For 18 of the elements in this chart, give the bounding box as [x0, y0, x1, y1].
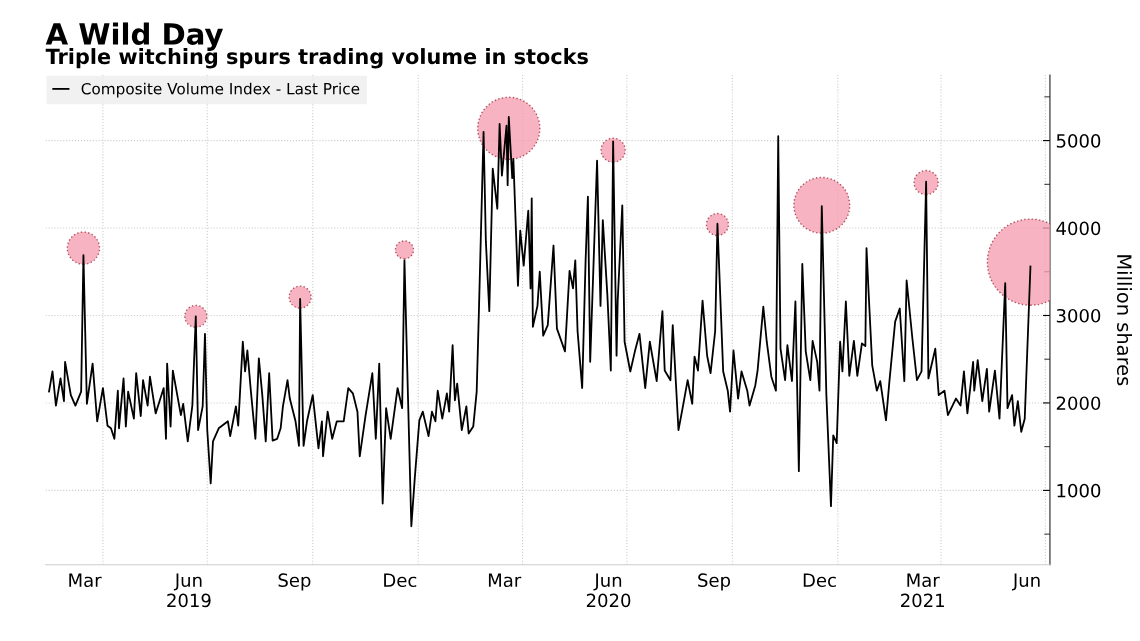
y-tick-label: 2000	[1056, 396, 1101, 411]
y-tick-label: 5000	[1056, 134, 1101, 148]
y-axis-title: Million shares	[1116, 255, 1132, 386]
x-tick-label: Mar	[488, 573, 522, 588]
y-tick-label: 3000	[1056, 308, 1101, 323]
legend-label: Composite Volume Index - Last Price	[81, 82, 360, 98]
x-tick-label: Mar	[69, 573, 102, 588]
x-tick-label: Dec	[384, 573, 417, 588]
y-tick-label: 4000	[1056, 221, 1101, 236]
line-series	[48, 116, 1032, 528]
x-tick-label: Sep	[698, 573, 731, 591]
x-tick-label: Jun 2020	[586, 573, 631, 608]
x-tick-label: Jun	[1011, 573, 1040, 591]
x-tick-label: Mar 2021	[901, 573, 944, 608]
y-tick-label: 1000	[1057, 483, 1101, 498]
x-tick-label: Dec	[803, 573, 836, 588]
x-tick-label: Sep	[278, 573, 311, 591]
x-tick-label: Jun 2019	[167, 573, 211, 608]
